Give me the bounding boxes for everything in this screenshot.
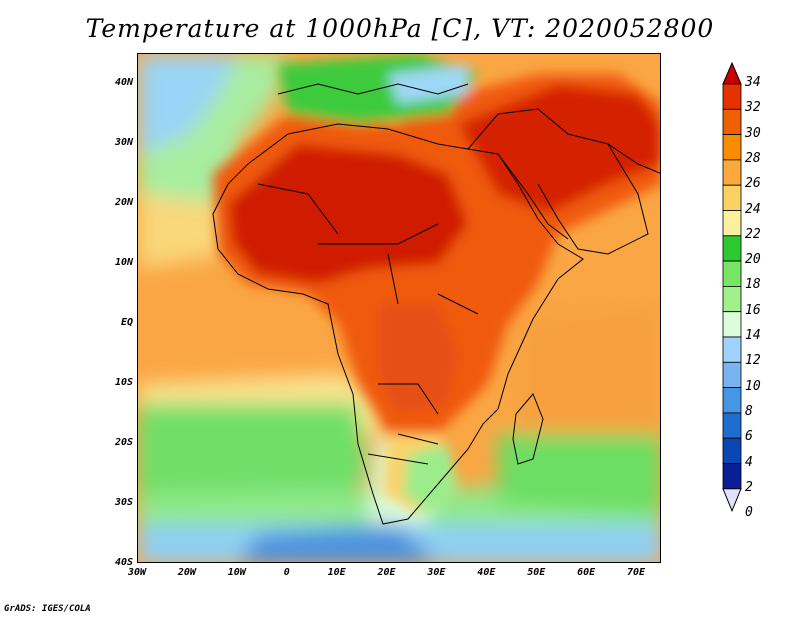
colorbar-tick-label: 22 xyxy=(745,226,761,242)
colorbar-min-arrow xyxy=(722,488,742,513)
lon-tick-label: 20E xyxy=(377,567,396,578)
colorbar-tick-label: 12 xyxy=(745,353,761,369)
colorbar-segment xyxy=(722,210,742,237)
colorbar-segment xyxy=(722,260,742,287)
colorbar-max-arrow xyxy=(722,62,742,85)
lon-tick-label: 50E xyxy=(527,567,546,578)
lat-tick-label: 40N xyxy=(114,77,133,88)
colorbar-segment xyxy=(722,159,742,186)
lon-tick-label: 30E xyxy=(427,567,446,578)
colorbar-tick-label: 20 xyxy=(745,252,761,268)
colorbar xyxy=(722,62,742,513)
lat-tick-label: 20N xyxy=(114,197,133,208)
land-temperature-field xyxy=(213,54,660,514)
lat-tick-label: 20S xyxy=(114,437,133,448)
colorbar-tick-label: 32 xyxy=(745,100,761,116)
lon-tick-label: 10E xyxy=(327,567,346,578)
colorbar-segment xyxy=(722,108,742,135)
lon-tick-label: 0 xyxy=(283,567,290,578)
colorbar-segment xyxy=(722,361,742,388)
chart-title: Temperature at 1000hPa [C], VT: 20200528… xyxy=(85,14,715,43)
colorbar-segment xyxy=(722,134,742,161)
lon-tick-label: 10W xyxy=(227,567,246,578)
colorbar-tick-label: 2 xyxy=(745,479,753,495)
temperature-map xyxy=(138,54,660,562)
colorbar-tick-label: 4 xyxy=(745,454,753,470)
lon-tick-label: 40E xyxy=(477,567,496,578)
coastlines xyxy=(212,83,660,525)
lon-tick-label: 30W xyxy=(127,567,147,578)
colorbar-segment xyxy=(722,235,742,262)
colorbar-segment xyxy=(722,184,742,211)
colorbar-tick-label: 16 xyxy=(745,302,761,318)
colorbar-tick-label: 28 xyxy=(745,150,761,166)
colorbar-segment xyxy=(722,412,742,439)
ocean-temperature-bands xyxy=(138,54,660,562)
lat-tick-label: 30N xyxy=(114,137,133,148)
credit-text: GrADS: IGES/COLA xyxy=(4,604,91,614)
lat-tick-label: EQ xyxy=(120,317,133,328)
colorbar-segment xyxy=(722,336,742,363)
lat-tick-label: 10N xyxy=(114,257,133,268)
colorbar-tick-label: 0 xyxy=(745,505,753,521)
colorbar-segment xyxy=(722,387,742,414)
colorbar-tick-label: 10 xyxy=(745,378,761,394)
colorbar-segment xyxy=(722,83,742,110)
colorbar-tick-label: 8 xyxy=(745,403,753,419)
colorbar-tick-label: 34 xyxy=(745,75,761,90)
colorbar-tick-label: 24 xyxy=(745,201,761,217)
colorbar-segment xyxy=(722,437,742,464)
colorbar-segment xyxy=(722,311,742,338)
colorbar-segment xyxy=(722,463,742,490)
colorbar-segment xyxy=(722,285,742,313)
colorbar-tick-label: 18 xyxy=(745,277,761,293)
lat-tick-label: 10S xyxy=(114,377,133,388)
colorbar-tick-label: 30 xyxy=(745,125,761,141)
lat-tick-label: 30S xyxy=(114,497,133,508)
lon-tick-label: 70E xyxy=(627,567,646,578)
lon-tick-label: 60E xyxy=(577,567,596,578)
lat-tick-label: 40S xyxy=(114,557,133,568)
lon-tick-label: 20W xyxy=(177,567,196,578)
colorbar-tick-label: 26 xyxy=(745,176,761,192)
colorbar-tick-label: 6 xyxy=(745,429,753,445)
colorbar-tick-label: 14 xyxy=(745,328,761,343)
map-panel xyxy=(137,53,661,563)
